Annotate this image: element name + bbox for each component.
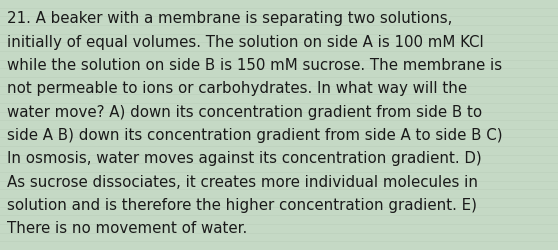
Text: water move? A) down its concentration gradient from side B to: water move? A) down its concentration gr… [7,104,482,119]
Text: not permeable to ions or carbohydrates. In what way will the: not permeable to ions or carbohydrates. … [7,81,468,96]
Text: initially of equal volumes. The solution on side A is 100 mM KCl: initially of equal volumes. The solution… [7,34,484,50]
Text: side A B) down its concentration gradient from side A to side B C): side A B) down its concentration gradien… [7,128,503,142]
Text: There is no movement of water.: There is no movement of water. [7,220,248,236]
Text: In osmosis, water moves against its concentration gradient. D): In osmosis, water moves against its conc… [7,151,482,166]
Text: solution and is therefore the higher concentration gradient. E): solution and is therefore the higher con… [7,197,477,212]
Text: 21. A beaker with a membrane is separating two solutions,: 21. A beaker with a membrane is separati… [7,11,453,26]
Text: while the solution on side B is 150 mM sucrose. The membrane is: while the solution on side B is 150 mM s… [7,58,502,73]
Text: As sucrose dissociates, it creates more individual molecules in: As sucrose dissociates, it creates more … [7,174,478,189]
